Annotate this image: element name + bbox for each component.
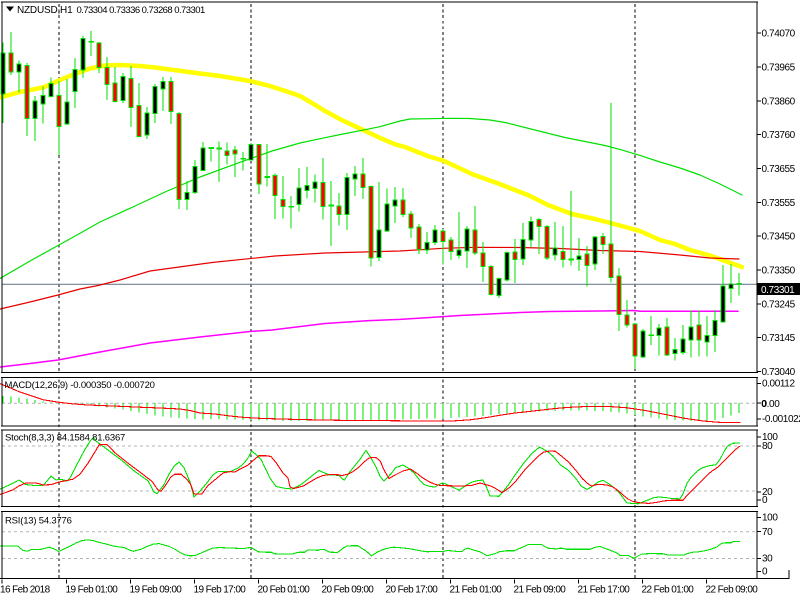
svg-text:16 Feb 2018: 16 Feb 2018 [0,585,51,596]
svg-text:0.73555: 0.73555 [762,198,796,209]
svg-text:0.73760: 0.73760 [762,130,796,141]
svg-text:70: 70 [762,527,773,538]
svg-text:-0.001022: -0.001022 [762,414,800,425]
svg-text:0.73304 0.73336 0.73268 0.7330: 0.73304 0.73336 0.73268 0.73301 [77,5,205,16]
svg-text:20 Feb 17:00: 20 Feb 17:00 [386,585,439,596]
svg-text:19 Feb 01:00: 19 Feb 01:00 [66,585,119,596]
svg-text:RSI(13) 54.3776: RSI(13) 54.3776 [5,516,72,527]
svg-text:21 Feb 01:00: 21 Feb 01:00 [450,585,503,596]
svg-text:19 Feb 09:00: 19 Feb 09:00 [130,585,183,596]
svg-text:30: 30 [762,554,773,565]
svg-text:0.73040: 0.73040 [762,367,796,378]
svg-text:0.73301: 0.73301 [761,285,795,296]
svg-text:21 Feb 17:00: 21 Feb 17:00 [578,585,631,596]
svg-text:20: 20 [762,487,773,498]
svg-text:20 Feb 01:00: 20 Feb 01:00 [258,585,311,596]
svg-text:100: 100 [762,513,778,524]
svg-text:22 Feb 01:00: 22 Feb 01:00 [642,585,695,596]
svg-text:80: 80 [762,441,773,452]
svg-text:20 Feb 09:00: 20 Feb 09:00 [322,585,375,596]
svg-text:0.74070: 0.74070 [762,29,796,40]
svg-text:0.73145: 0.73145 [762,333,796,344]
svg-text:100: 100 [762,432,778,443]
svg-text:0: 0 [761,399,767,410]
svg-text:0: 0 [762,567,768,578]
svg-text:0.73860: 0.73860 [762,97,796,108]
svg-text:0.73450: 0.73450 [762,232,796,243]
svg-text:0: 0 [762,495,768,506]
svg-text:0.73245: 0.73245 [762,300,796,311]
svg-text:0.73350: 0.73350 [762,266,796,277]
svg-text:0.00112: 0.00112 [762,379,795,390]
svg-text:NZDUSD,H1: NZDUSD,H1 [17,5,73,16]
svg-text:0.73965: 0.73965 [762,63,796,74]
svg-text:19 Feb 17:00: 19 Feb 17:00 [194,585,247,596]
svg-text:MACD(12,26,9) -0.000350 -0.000: MACD(12,26,9) -0.000350 -0.000720 [5,380,155,391]
svg-text:0.00: 0.00 [762,399,781,410]
svg-text:0.73655: 0.73655 [762,164,796,175]
svg-text:22 Feb 09:00: 22 Feb 09:00 [706,585,759,596]
svg-text:Stoch(8,3,3) 84.1584 81.6367: Stoch(8,3,3) 84.1584 81.6367 [5,433,125,444]
svg-text:21 Feb 09:00: 21 Feb 09:00 [514,585,567,596]
